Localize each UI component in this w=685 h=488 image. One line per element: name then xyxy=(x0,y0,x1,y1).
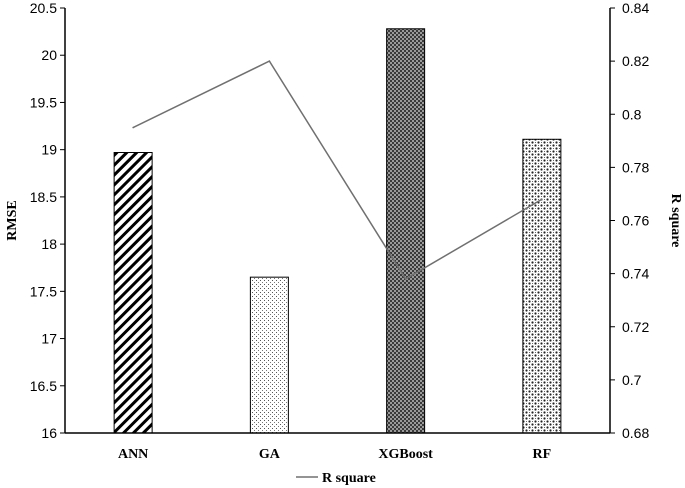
r-square-point-ann xyxy=(132,126,134,129)
r-square-series xyxy=(132,60,543,280)
right-tick-label: 0.82 xyxy=(622,53,649,69)
x-tick-labels: ANN GA XGBoost RF xyxy=(118,447,551,462)
legend-label-r-square: R square xyxy=(322,471,376,486)
bar-series xyxy=(113,28,562,434)
y-axis-title: RMSE xyxy=(5,200,20,240)
left-tick-label: 20.5 xyxy=(30,0,57,16)
y2-axis-title: R square xyxy=(668,194,683,248)
bar-ga xyxy=(249,276,289,434)
right-tick-label: 0.8 xyxy=(622,106,642,122)
left-tick-label: 16 xyxy=(41,425,57,441)
left-tick-label: 17 xyxy=(41,331,57,347)
bar-rf xyxy=(522,138,562,434)
left-tick-label: 17.5 xyxy=(30,283,57,299)
legend: R square xyxy=(296,471,376,486)
left-tick-label: 18.5 xyxy=(30,189,57,205)
x-tick-label: RF xyxy=(533,447,552,462)
right-tick-label: 0.74 xyxy=(622,266,649,282)
x-tick-label: XGBoost xyxy=(378,447,433,462)
right-tick-label: 0.76 xyxy=(622,213,649,229)
left-y-ticks: 16 16.5 17 17.5 18 18.5 19 19.5 20 20.5 xyxy=(30,0,65,441)
right-tick-label: 0.78 xyxy=(622,159,649,175)
bar-ann xyxy=(113,152,153,434)
r-square-point-ga xyxy=(268,60,271,62)
x-tick-label: GA xyxy=(259,447,281,462)
left-tick-label: 19 xyxy=(41,142,57,158)
r-square-line xyxy=(132,60,543,280)
x-tick-label: ANN xyxy=(118,447,148,462)
right-y-ticks: 0.68 0.7 0.72 0.74 0.76 0.78 0.8 0.82 0.84 xyxy=(610,0,649,441)
right-tick-label: 0.84 xyxy=(622,0,649,16)
left-tick-label: 18 xyxy=(41,236,57,252)
left-tick-label: 19.5 xyxy=(30,94,57,110)
left-tick-label: 20 xyxy=(41,47,57,63)
r-square-point-xgboost xyxy=(404,278,407,280)
right-tick-label: 0.68 xyxy=(622,425,649,441)
right-tick-label: 0.72 xyxy=(622,319,649,335)
right-tick-label: 0.7 xyxy=(622,372,642,388)
left-tick-label: 16.5 xyxy=(30,378,57,394)
r-square-point-rf xyxy=(541,198,543,201)
bar-xgboost xyxy=(386,28,426,434)
